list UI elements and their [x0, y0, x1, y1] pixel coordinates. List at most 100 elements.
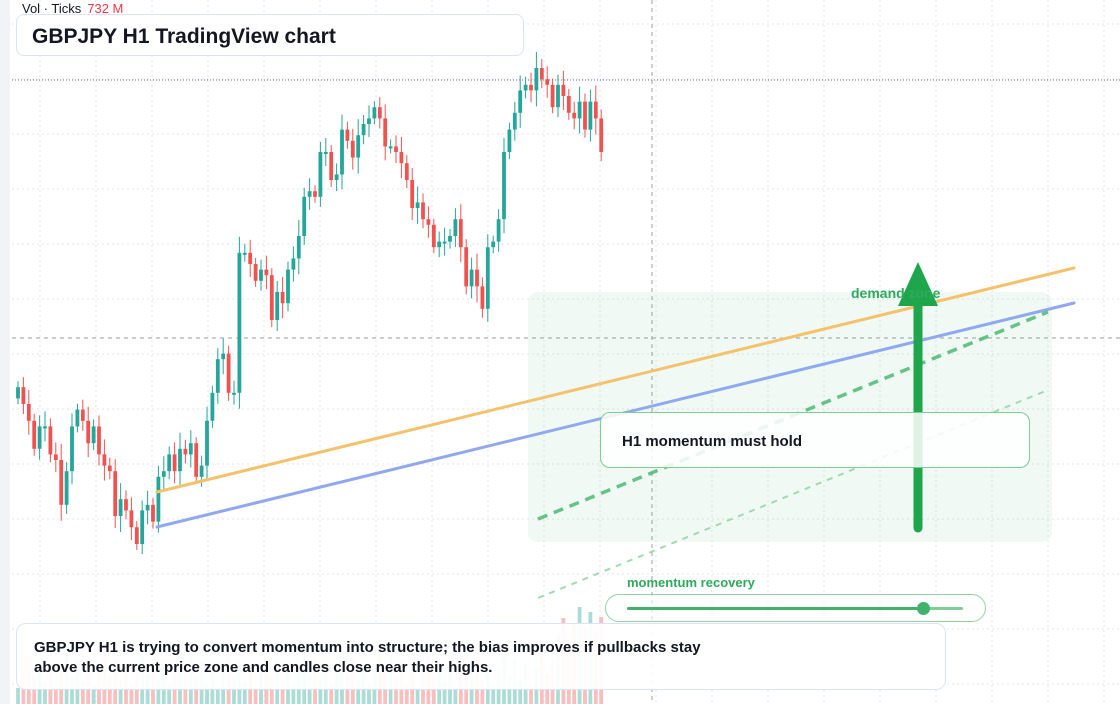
candle-body — [545, 79, 550, 85]
candle-body — [16, 387, 20, 399]
candle-body — [529, 84, 533, 91]
candle-body — [70, 426, 74, 472]
candle-body — [118, 499, 123, 516]
volume-bar — [431, 677, 436, 704]
volume-bar — [32, 677, 37, 704]
candle-body — [291, 258, 296, 270]
candle-body — [404, 163, 409, 180]
candle-body — [91, 426, 96, 444]
volume-bar — [43, 682, 47, 704]
candle-body — [129, 510, 134, 528]
volume-bar — [280, 681, 285, 704]
candle-body — [296, 236, 301, 259]
candle-body — [458, 219, 463, 248]
candle-body — [383, 118, 388, 147]
volume-bar — [404, 683, 409, 704]
momentum-callout-text: H1 momentum must hold — [622, 433, 803, 450]
candle-body — [286, 269, 290, 304]
volume-bar — [529, 685, 533, 704]
volume-bar — [118, 680, 123, 704]
candle-body — [253, 264, 258, 281]
candle-body — [556, 84, 560, 108]
candle-body — [161, 471, 166, 477]
candle-body — [318, 152, 323, 197]
candle-body — [421, 202, 425, 220]
candle-body — [469, 269, 474, 287]
candle-body — [75, 409, 80, 427]
momentum-slider[interactable] — [605, 594, 986, 622]
candle-body — [151, 504, 155, 522]
momentum-slider-knob[interactable] — [916, 602, 930, 615]
candle-body — [188, 443, 193, 455]
volume-bar — [80, 681, 85, 704]
candle-body — [599, 118, 604, 152]
candle-body — [232, 392, 236, 395]
volume-bar — [53, 687, 58, 704]
candle-body — [415, 202, 420, 208]
candle-body — [323, 152, 328, 154]
candle-body — [512, 112, 517, 130]
candle-body — [194, 443, 199, 477]
candle-body — [183, 448, 188, 455]
candle-body — [172, 454, 177, 472]
volume-bar — [70, 676, 74, 704]
volume-bar — [91, 686, 96, 704]
candle-body — [372, 107, 377, 119]
candle-body — [48, 426, 53, 455]
candle-body — [442, 241, 447, 244]
demand-zone-label: demand zone — [851, 285, 941, 301]
candle-body — [437, 241, 442, 248]
volume-bar — [269, 676, 274, 704]
candlesticks — [16, 52, 604, 554]
candle-body — [145, 504, 150, 511]
volume-bar — [518, 680, 523, 704]
candle-body — [248, 252, 253, 264]
candle-body — [80, 409, 85, 421]
candle-body — [107, 465, 112, 472]
candle-body — [156, 476, 161, 522]
candle-body — [566, 96, 571, 113]
volume-legend: Vol · Ticks 732 M — [22, 1, 123, 16]
candle-body — [410, 180, 415, 208]
volume-legend-value: 732 M — [87, 1, 124, 16]
volume-bar — [318, 680, 323, 704]
candle-body — [394, 146, 398, 152]
volume-bar — [394, 678, 398, 704]
momentum-slider-track[interactable] — [627, 602, 963, 615]
candle-body — [464, 247, 469, 287]
candle-body — [507, 129, 512, 152]
candle-body — [264, 269, 269, 276]
candle-body — [534, 68, 539, 91]
candle-body — [345, 129, 350, 141]
volume-bar — [242, 682, 247, 704]
candle-body — [502, 152, 506, 220]
volume-bar — [232, 677, 236, 704]
candle-body — [572, 112, 577, 119]
candle-body — [215, 359, 220, 393]
left-toolbar-strip — [0, 0, 10, 704]
candle-body — [280, 292, 285, 304]
candle-body — [275, 292, 280, 320]
candle-body — [97, 426, 101, 455]
candle-body — [583, 101, 587, 130]
volume-bar — [215, 688, 220, 704]
volume-bar — [367, 684, 371, 704]
candle-body — [64, 471, 69, 505]
candle-body — [313, 191, 317, 197]
volume-bar — [491, 686, 496, 704]
candle-body — [307, 191, 312, 197]
candle-body — [134, 527, 139, 544]
candle-body — [356, 135, 361, 158]
candle-body — [485, 247, 490, 309]
candle-body — [259, 269, 263, 281]
bullish-arrow-head — [898, 262, 938, 306]
candle-body — [334, 174, 339, 180]
candle-body — [491, 241, 496, 248]
candle-body — [226, 353, 231, 393]
candle-body — [496, 219, 501, 242]
candle-body — [577, 101, 582, 119]
volume-bar — [480, 681, 485, 704]
candle-body — [480, 286, 485, 309]
candle-body — [86, 420, 91, 444]
volume-bar — [156, 679, 161, 704]
